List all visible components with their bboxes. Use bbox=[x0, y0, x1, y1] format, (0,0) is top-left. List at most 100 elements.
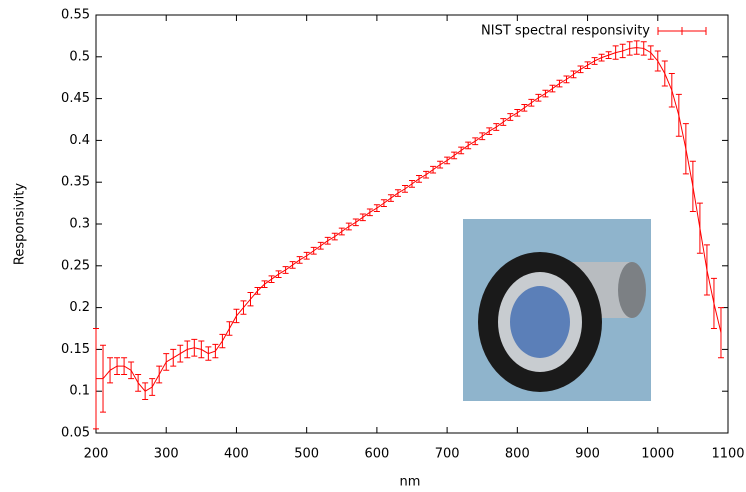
x-tick-label: 900 bbox=[575, 447, 600, 462]
error-bar bbox=[114, 357, 121, 375]
error-bar bbox=[93, 328, 99, 430]
error-bar bbox=[493, 123, 500, 131]
error-bar bbox=[212, 343, 219, 359]
error-bar bbox=[205, 346, 212, 361]
error-bar bbox=[247, 292, 254, 307]
error-bar bbox=[612, 45, 619, 60]
y-tick-label: 0.15 bbox=[61, 342, 90, 357]
error-bar bbox=[563, 75, 570, 84]
error-bar bbox=[121, 357, 128, 375]
x-tick-label: 600 bbox=[364, 447, 389, 462]
y-tick-label: 0.5 bbox=[69, 49, 90, 64]
error-bar bbox=[128, 361, 135, 380]
error-bar bbox=[521, 103, 528, 112]
error-bar bbox=[352, 218, 359, 227]
error-bar bbox=[675, 93, 682, 137]
error-bar bbox=[317, 241, 324, 250]
error-bar bbox=[275, 270, 282, 279]
error-bar bbox=[465, 141, 472, 150]
x-tick-label: 800 bbox=[505, 447, 530, 462]
error-bar bbox=[710, 277, 717, 329]
error-bar bbox=[689, 160, 696, 212]
error-bar bbox=[289, 261, 296, 269]
error-bar bbox=[184, 340, 191, 359]
y-tick-label: 0.55 bbox=[61, 8, 90, 23]
error-bar bbox=[423, 170, 430, 179]
error-bar bbox=[240, 300, 247, 315]
error-bar bbox=[163, 353, 170, 371]
error-bar bbox=[170, 348, 177, 367]
error-bar bbox=[549, 84, 556, 93]
photo-window bbox=[510, 286, 570, 358]
error-bar bbox=[177, 344, 184, 363]
y-tick-label: 0.35 bbox=[61, 175, 90, 190]
series-line bbox=[96, 47, 722, 392]
x-tick-label: 300 bbox=[154, 447, 179, 462]
error-bar bbox=[556, 79, 563, 88]
error-bar bbox=[373, 204, 380, 212]
x-tick-label: 1000 bbox=[641, 447, 674, 462]
error-bar bbox=[380, 199, 387, 207]
error-bar bbox=[605, 51, 612, 59]
error-bar bbox=[640, 41, 647, 56]
error-bar bbox=[479, 132, 486, 141]
error-bar bbox=[654, 50, 661, 72]
y-tick-label: 0.4 bbox=[69, 133, 90, 148]
error-bar bbox=[535, 93, 542, 102]
error-bar bbox=[282, 266, 289, 274]
error-bar bbox=[472, 137, 479, 146]
error-bar bbox=[661, 60, 668, 87]
error-bar bbox=[717, 307, 724, 359]
error-bar bbox=[626, 41, 633, 56]
x-tick-label: 200 bbox=[84, 447, 109, 462]
error-bar bbox=[156, 365, 163, 384]
y-tick-label: 0.1 bbox=[69, 384, 90, 399]
error-bar bbox=[268, 275, 275, 284]
error-bar bbox=[703, 244, 710, 296]
error-bar bbox=[577, 65, 584, 74]
x-tick-label: 1100 bbox=[711, 447, 744, 462]
error-bar bbox=[647, 45, 654, 60]
y-tick-label: 0.25 bbox=[61, 258, 90, 273]
error-bar bbox=[310, 246, 317, 255]
error-bar bbox=[451, 151, 458, 160]
error-bar bbox=[226, 321, 233, 336]
error-bar bbox=[591, 57, 598, 65]
y-tick-label: 0.45 bbox=[61, 91, 90, 106]
error-bar bbox=[331, 232, 338, 241]
error-bar bbox=[296, 256, 303, 264]
error-bar bbox=[444, 156, 451, 165]
error-bar bbox=[500, 118, 507, 126]
error-bar bbox=[107, 357, 114, 384]
error-bar bbox=[668, 73, 675, 108]
y-tick-label: 0.2 bbox=[69, 300, 90, 315]
error-bar bbox=[633, 40, 640, 55]
error-bar bbox=[345, 222, 352, 231]
error-bar bbox=[366, 208, 373, 217]
error-bar bbox=[416, 175, 423, 183]
error-bar bbox=[430, 165, 437, 174]
error-bar bbox=[324, 236, 331, 245]
inset-photo bbox=[463, 219, 651, 401]
x-tick-label: 400 bbox=[224, 447, 249, 462]
error-bar bbox=[619, 43, 626, 59]
error-bar bbox=[142, 382, 149, 401]
error-bar bbox=[437, 160, 444, 169]
error-bar bbox=[261, 280, 268, 289]
error-bar bbox=[696, 202, 703, 254]
error-bar bbox=[570, 70, 577, 79]
legend-label: NIST spectral responsivity bbox=[481, 24, 650, 39]
error-bar bbox=[191, 338, 198, 357]
error-bar bbox=[507, 113, 514, 121]
error-bar bbox=[100, 344, 107, 413]
error-bar bbox=[409, 180, 415, 188]
y-axis-label: Responsivity bbox=[13, 183, 28, 265]
error-bar bbox=[219, 333, 226, 349]
y-tick-label: 0.05 bbox=[61, 426, 90, 441]
photo-connector bbox=[618, 262, 646, 318]
error-bar bbox=[458, 146, 465, 155]
legend-symbol bbox=[657, 27, 707, 35]
y-tick-label: 0.3 bbox=[69, 217, 90, 232]
error-bar bbox=[254, 287, 261, 295]
